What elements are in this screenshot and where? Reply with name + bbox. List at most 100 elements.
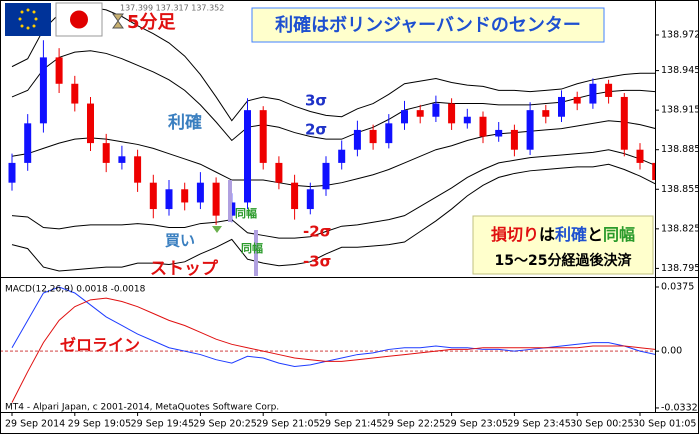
timeframe: 5分足 [127, 12, 176, 33]
bollinger-band [11, 149, 655, 239]
candle-body [542, 110, 550, 117]
candle-body [134, 156, 142, 183]
macd-line [11, 297, 655, 403]
y-tick-label: 0.0375 [661, 281, 694, 292]
candle-body [589, 83, 597, 104]
candle-body [244, 110, 251, 203]
candle-body [353, 129, 361, 150]
candle-body [338, 149, 346, 163]
candle-body [306, 189, 314, 210]
y-tick-label: 0.00 [661, 346, 682, 357]
x-tick-label: 29 Sep 23:45 [507, 419, 570, 430]
title-box [251, 7, 605, 43]
measure-bar [228, 180, 232, 222]
measure-bar [254, 230, 258, 276]
footer: MT4 - Alpari Japan, c 2001-2014, MetaQuo… [5, 403, 279, 413]
y-tick-label: 138.795 [661, 263, 699, 274]
buy-arrow [212, 226, 222, 233]
candle-body [558, 96, 565, 117]
annotation: 利確 [168, 112, 202, 133]
eu-flag [5, 3, 51, 36]
candle-body [432, 103, 440, 117]
x-tick-label: 29 Sep 20:25 [193, 419, 256, 430]
jp-flag [55, 2, 103, 37]
hourglass-icon [112, 13, 124, 29]
annotation: 同幅 [241, 241, 263, 255]
candle-body [39, 57, 47, 124]
bollinger-band [11, 163, 655, 272]
macd-pane [1, 286, 655, 403]
candle-body [259, 110, 267, 163]
bollinger-band [11, 120, 655, 188]
zero-line-label: ゼロライン [60, 336, 140, 355]
annotation: 3σ [305, 92, 327, 110]
candle-body [401, 110, 408, 124]
annotation: 2σ [305, 121, 327, 139]
annotation: ストップ [150, 258, 219, 279]
macd-title: MACD(12,26,9) 0.0018 -0.0018 [5, 285, 146, 295]
candle-body [652, 162, 655, 181]
candle-body [55, 57, 63, 84]
candle-body [24, 123, 32, 163]
y-tick-label: 138.825 [661, 223, 699, 234]
candle-body [479, 116, 487, 137]
candle-body [385, 123, 393, 144]
y-tick-label: 138.915 [661, 105, 699, 116]
candle-body [510, 129, 518, 150]
x-tick-label: 30 Sep 01:05 [633, 419, 696, 430]
candle-body [526, 110, 534, 150]
candle-body [212, 182, 220, 216]
annotation: -2σ [303, 223, 331, 241]
note-line: 15～25分経過後決済 [495, 252, 633, 269]
annotation: 同幅 [235, 206, 257, 220]
x-tick-label: 30 Sep 00:25 [570, 419, 633, 430]
candle-body [118, 156, 126, 163]
note-box [472, 215, 654, 275]
candle-body [8, 162, 16, 183]
x-tick-label: 29 Sep 2014 [5, 419, 65, 430]
y-tick-label: 138.972 [661, 29, 699, 40]
candle-body [181, 189, 189, 203]
note-part: と [587, 225, 603, 244]
candle-body [573, 96, 581, 104]
candle-body [291, 182, 299, 210]
axes: 138.795 138.825 138.855 138.885 138.915 138.9… [5, 29, 699, 429]
candle-body [636, 149, 644, 163]
candle-body [322, 162, 330, 190]
note-part: 損切り [491, 225, 539, 244]
candle-body [165, 189, 173, 210]
y-tick-label: 138.885 [661, 144, 699, 155]
x-tick-label: 29 Sep 21:45 [319, 419, 382, 430]
candle-body [605, 83, 613, 97]
x-tick-label: 29 Sep 22:25 [382, 419, 445, 430]
y-tick-label: -0.0332 [661, 402, 698, 413]
note-part: 同幅 [603, 225, 635, 244]
candle-body [416, 110, 424, 117]
candle-body [369, 129, 377, 144]
candle-body [87, 103, 94, 144]
candle-body [71, 83, 79, 104]
note-line: 損切りは利確と同幅 [491, 225, 635, 244]
x-tick-label: 29 Sep 19:05 [68, 419, 131, 430]
x-tick-label: 29 Sep 23:05 [445, 419, 508, 430]
annotation: 買い [165, 232, 195, 250]
candle-body [275, 162, 283, 183]
candle-body [448, 103, 456, 124]
chart-title: 利確はボリンジャーバンドのセンター [275, 14, 581, 36]
y-tick-label: 138.855 [661, 184, 699, 195]
y-tick-label: 138.945 [661, 65, 699, 76]
candle-body [463, 116, 471, 124]
x-tick-label: 29 Sep 19:45 [131, 419, 194, 430]
bollinger-band [11, 50, 655, 142]
candle-body [149, 182, 157, 210]
note-part: は [539, 225, 555, 244]
candle-body [495, 129, 503, 137]
price-pane [8, 6, 655, 272]
candle-body [102, 143, 110, 163]
annotation: -3σ [303, 253, 331, 271]
candle-body [620, 96, 628, 150]
quote: 137.399 137.317 137.352 [120, 4, 224, 13]
